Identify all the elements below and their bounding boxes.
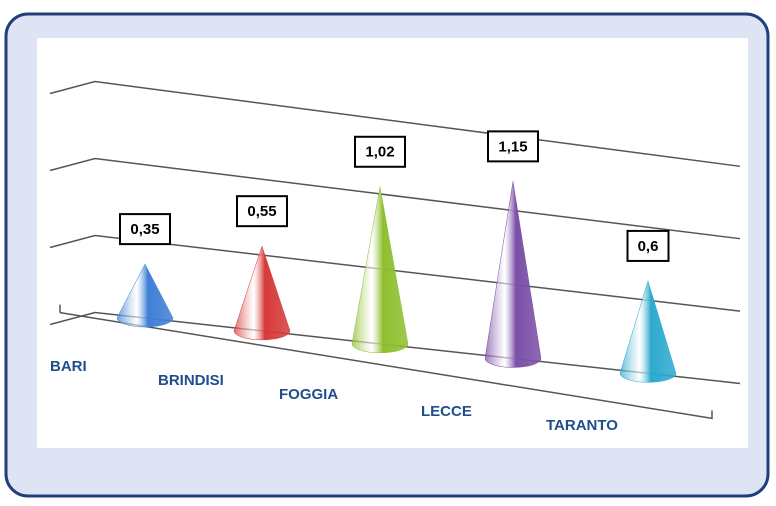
value-label-box <box>236 195 288 228</box>
value-label-box <box>626 229 670 262</box>
value-label: 0,55 <box>247 203 276 220</box>
cone <box>116 263 174 328</box>
value-label: 1,02 <box>365 144 394 161</box>
value-label-box <box>354 135 406 168</box>
x-tick-label: LECCE <box>421 403 472 420</box>
value-label: 0,35 <box>130 221 159 238</box>
value-label: 0,6 <box>638 238 659 255</box>
x-tick-label: BARI <box>50 358 87 375</box>
value-label-box <box>119 213 171 246</box>
cone <box>619 280 677 383</box>
value-label: 1,15 <box>498 138 527 155</box>
cone <box>351 186 409 354</box>
cone <box>233 245 291 341</box>
x-tick-label: FOGGIA <box>279 386 338 403</box>
value-label-box <box>487 130 539 163</box>
x-tick-label: TARANTO <box>546 417 618 434</box>
x-tick-label: BRINDISI <box>158 372 224 389</box>
floor <box>59 304 713 420</box>
grid-line <box>49 157 741 240</box>
cone <box>484 181 542 368</box>
